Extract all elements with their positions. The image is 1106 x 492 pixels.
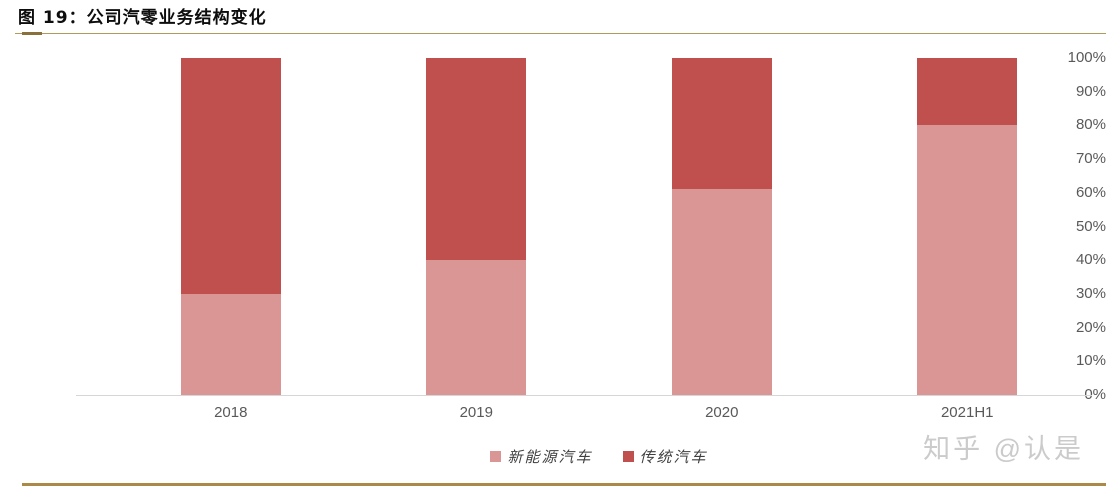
y-tick-label: 100% — [1067, 49, 1106, 66]
bar-segment-new-energy — [180, 293, 281, 395]
y-tick-label: 40% — [1075, 251, 1106, 269]
chart-legend: 新能源汽车 传统汽车 — [108, 446, 1090, 467]
figure-title: 图 19：公司汽零业务结构变化 — [18, 8, 267, 28]
x-axis-line — [76, 395, 1092, 396]
bar-segment-traditional — [671, 58, 772, 190]
y-tick-label: 70% — [1075, 150, 1106, 168]
y-tick-label: 30% — [1075, 284, 1106, 302]
title-divider — [15, 32, 1106, 35]
bar-segment-new-energy — [917, 125, 1018, 395]
y-tick-label: 50% — [1075, 217, 1106, 235]
y-tick-label: 90% — [1075, 82, 1106, 100]
watermark: 知乎 @认是 — [923, 434, 1084, 464]
bottom-divider — [22, 483, 1106, 486]
x-tick-label: 2019 — [459, 404, 493, 421]
y-tick-label: 60% — [1075, 183, 1106, 201]
bar-segment-new-energy — [426, 260, 527, 395]
x-tick-label: 2018 — [214, 404, 248, 421]
legend-swatch — [490, 451, 502, 462]
bar-segment-new-energy — [671, 189, 772, 395]
y-tick-label: 80% — [1075, 116, 1106, 134]
legend-item: 传统汽车 — [622, 446, 708, 467]
y-tick-label: 10% — [1075, 352, 1106, 370]
y-tick-label: 0% — [1084, 386, 1106, 403]
legend-label: 新能源汽车 — [507, 448, 593, 466]
bar-segment-traditional — [180, 58, 281, 294]
bar-segment-traditional — [917, 58, 1018, 126]
legend-item: 新能源汽车 — [490, 446, 592, 467]
title-divider-cap — [22, 32, 42, 35]
bar-segment-traditional — [426, 58, 527, 261]
y-tick-label: 20% — [1075, 318, 1106, 336]
x-tick-label: 2021H1 — [940, 404, 994, 421]
x-tick-label: 2020 — [705, 404, 739, 421]
legend-label: 传统汽车 — [639, 448, 708, 466]
legend-swatch — [622, 451, 634, 462]
